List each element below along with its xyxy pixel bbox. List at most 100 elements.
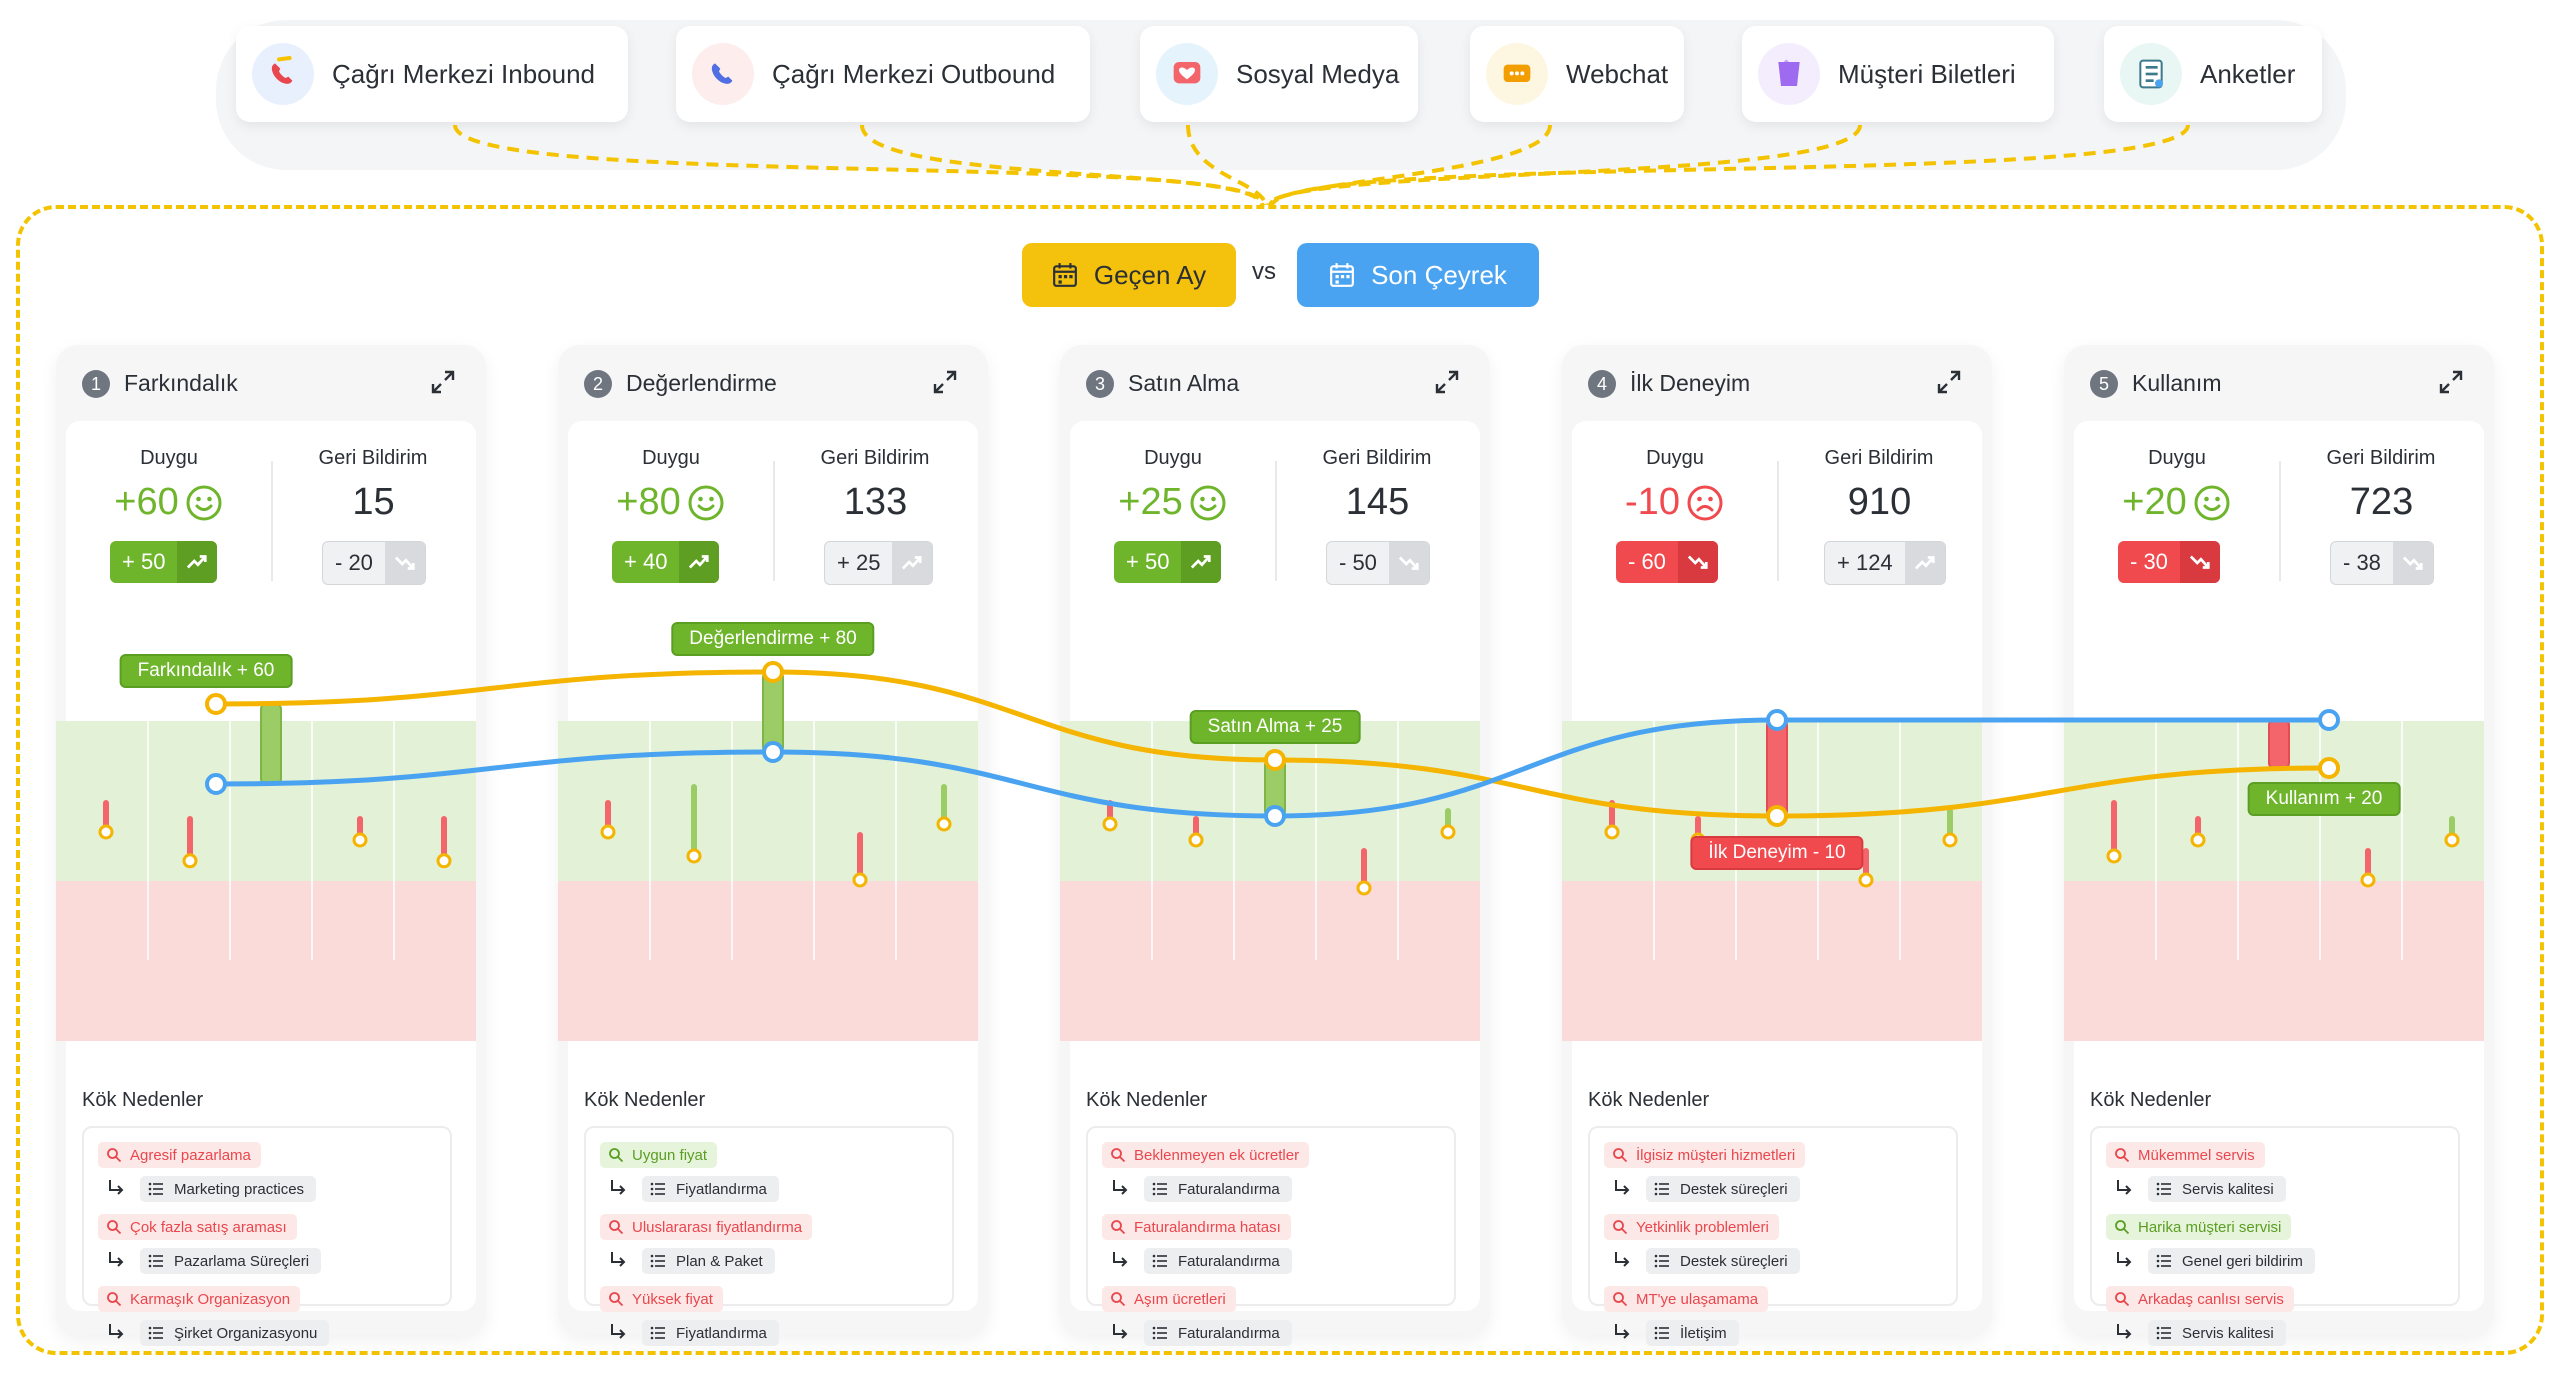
expand-icon[interactable] xyxy=(1434,369,1460,395)
webchat-icon xyxy=(1486,43,1548,105)
sub-arrow-icon xyxy=(2117,1324,2132,1339)
root-cause-chip[interactable]: Aşım ücretleri xyxy=(1102,1286,1236,1312)
feedback-delta: - 38 xyxy=(2343,550,2381,575)
sentiment-label: Duygu xyxy=(1144,447,1202,469)
channel-4[interactable]: Webchat xyxy=(1470,26,1684,122)
root-cause-chip[interactable]: Uluslararası fiyatlandırma xyxy=(600,1214,813,1240)
expand-icon[interactable] xyxy=(2438,369,2464,395)
stage-body: Duygu Geri Bildirim +60 15 + 50 - 20 Kök Neden… xyxy=(56,421,476,1346)
stage-title: Farkındalık xyxy=(124,370,238,396)
root-cause-text: Aşım ücretleri xyxy=(1134,1290,1226,1308)
root-cause-chip[interactable]: İlgisiz müşteri hizmetleri xyxy=(1604,1142,1806,1168)
expand-icon[interactable] xyxy=(932,369,958,395)
search-icon xyxy=(1111,1220,1126,1235)
list-icon xyxy=(148,1182,163,1196)
root-cause-text: Arkadaş canlısı servis xyxy=(2138,1290,2284,1308)
root-cause-category[interactable]: Fiyatlandırma xyxy=(642,1320,779,1346)
root-causes-list: İlgisiz müşteri hizmetleri Destek süreçle… xyxy=(1588,1126,1958,1346)
calendar-icon xyxy=(1052,263,1077,287)
root-cause-chip[interactable]: Faturalandırma hatası xyxy=(1102,1214,1291,1240)
stage-body: Duygu Geri Bildirim +25 145 + 50 - 50 Kök Nede… xyxy=(1060,421,1480,1346)
root-cause-category[interactable]: Faturalandırma xyxy=(1144,1176,1292,1202)
root-cause-chip[interactable]: Yetkinlik problemleri xyxy=(1604,1214,1779,1240)
stage-card-3: 3 Satın Alma Duygu Geri Bildirim +25 145 + 50 -… xyxy=(1060,345,1490,1346)
connector-4 xyxy=(1266,124,1552,207)
period-last-month-button[interactable]: Geçen Ay xyxy=(1022,243,1236,307)
root-causes-list: Beklenmeyen ek ücretler Faturalandırma Fat… xyxy=(1086,1126,1456,1346)
channel-5[interactable]: Müşteri Biletleri xyxy=(1742,26,2054,122)
sub-arrow-icon xyxy=(1113,1252,1128,1267)
sentiment-label: Duygu xyxy=(140,447,198,469)
sentiment-number: +20 xyxy=(2122,481,2187,523)
sub-arrow-icon xyxy=(611,1180,626,1195)
root-cause-chip[interactable]: MT'ye ulaşamama xyxy=(1604,1286,1769,1312)
expand-icon[interactable] xyxy=(430,369,456,395)
root-cause-chip[interactable]: Karmaşık Organizasyon xyxy=(98,1286,301,1312)
stage-number: 5 xyxy=(2090,370,2118,398)
root-cause-chip[interactable]: Yüksek fiyat xyxy=(600,1286,723,1312)
feedback-delta-badge: - 38 xyxy=(2330,541,2434,585)
search-icon xyxy=(609,1292,624,1307)
root-cause-category[interactable]: Faturalandırma xyxy=(1144,1248,1292,1274)
phone-inbound-icon xyxy=(252,43,314,105)
root-cause-category[interactable]: Servis kalitesi xyxy=(2148,1320,2286,1346)
root-cause-chip[interactable]: Arkadaş canlısı servis xyxy=(2106,1286,2294,1312)
root-cause-chip[interactable]: Mükemmel servis xyxy=(2106,1142,2265,1168)
sentiment-value: -10 xyxy=(1572,481,1777,524)
channel-6[interactable]: Anketler xyxy=(2104,26,2322,122)
root-cause-category[interactable]: Servis kalitesi xyxy=(2148,1176,2286,1202)
root-cause-text: Faturalandırma hatası xyxy=(1134,1218,1281,1236)
root-cause-category[interactable]: İletişim xyxy=(1646,1320,1739,1346)
period-last-quarter-label: Son Çeyrek xyxy=(1371,259,1507,290)
channel-label: Anketler xyxy=(2200,58,2296,89)
search-icon xyxy=(107,1148,122,1163)
stage-header: 3 Satın Alma xyxy=(1060,345,1490,419)
root-cause-chip[interactable]: Agresif pazarlama xyxy=(98,1142,261,1168)
stage-card-1: 1 Farkındalık Duygu Geri Bildirim +60 15 + 50 -… xyxy=(56,345,486,1346)
sub-arrow-icon xyxy=(109,1180,124,1195)
sub-arrow-icon xyxy=(611,1324,626,1339)
positive-band xyxy=(1060,721,1480,881)
root-cause-chip[interactable]: Beklenmeyen ek ücretler xyxy=(1102,1142,1310,1168)
root-cause-category[interactable]: Destek süreçleri xyxy=(1646,1248,1800,1274)
sentiment-delta: - 30 xyxy=(2130,549,2168,574)
sentiment-delta: - 60 xyxy=(1628,549,1666,574)
list-icon xyxy=(650,1326,665,1340)
sub-arrow-icon xyxy=(1615,1324,1630,1339)
root-cause-category[interactable]: Pazarlama Süreçleri xyxy=(140,1248,322,1274)
feedback-value: 133 xyxy=(843,481,908,523)
period-last-quarter-button[interactable]: Son Çeyrek xyxy=(1297,243,1539,307)
root-cause-text: Mükemmel servis xyxy=(2138,1146,2255,1164)
expand-icon[interactable] xyxy=(1936,369,1962,395)
sentiment-delta-badge: - 30 xyxy=(2118,541,2220,583)
sentiment-delta-badge: + 40 xyxy=(612,541,720,583)
stage-header: 4 İlk Deneyim xyxy=(1562,345,1992,419)
channel-2[interactable]: Çağrı Merkezi Outbound xyxy=(676,26,1090,122)
happy-face-icon xyxy=(2194,485,2230,520)
root-cause-category[interactable]: Şirket Organizasyonu xyxy=(140,1320,330,1346)
trend-down-icon xyxy=(384,542,425,584)
search-icon xyxy=(1613,1292,1628,1307)
feedback-delta: - 20 xyxy=(335,550,373,575)
root-cause-category[interactable]: Faturalandırma xyxy=(1144,1320,1292,1346)
category-text: İletişim xyxy=(1680,1324,1727,1342)
channel-3[interactable]: Sosyal Medya xyxy=(1140,26,1418,122)
list-icon xyxy=(1152,1326,1167,1340)
root-cause-category[interactable]: Destek süreçleri xyxy=(1646,1176,1800,1202)
root-cause-category[interactable]: Genel geri bildirim xyxy=(2148,1248,2315,1274)
trend-up-icon xyxy=(1181,541,1222,583)
sentiment-label: Duygu xyxy=(1646,447,1704,469)
search-icon xyxy=(609,1220,624,1235)
root-cause-category[interactable]: Marketing practices xyxy=(140,1176,317,1202)
stage-number: 4 xyxy=(1588,370,1616,398)
stage-header: 5 Kullanım xyxy=(2064,345,2494,419)
root-cause-chip[interactable]: Uygun fiyat xyxy=(600,1142,718,1168)
root-cause-category[interactable]: Fiyatlandırma xyxy=(642,1176,779,1202)
root-cause-chip[interactable]: Harika müşteri servisi xyxy=(2106,1214,2292,1240)
feedback-label: Geri Bildirim xyxy=(2326,447,2436,469)
channel-1[interactable]: Çağrı Merkezi Inbound xyxy=(236,26,628,122)
root-cause-chip[interactable]: Çok fazla satış araması xyxy=(98,1214,297,1240)
root-cause-category[interactable]: Plan & Paket xyxy=(642,1248,775,1274)
list-icon xyxy=(148,1254,163,1268)
stage-title: İlk Deneyim xyxy=(1630,370,1751,396)
